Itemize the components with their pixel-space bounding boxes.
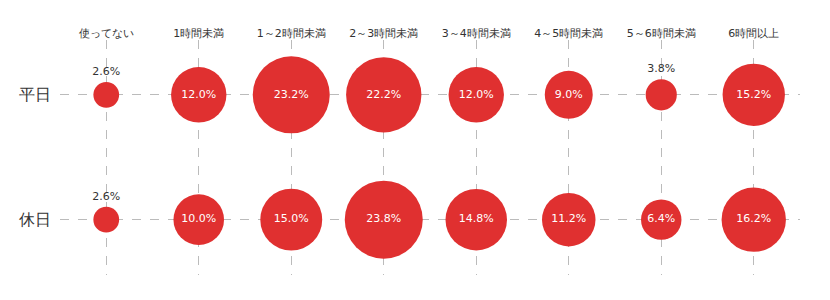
svg-text:6.4%: 6.4% — [647, 212, 675, 225]
svg-text:15.2%: 15.2% — [736, 88, 771, 101]
svg-text:11.2%: 11.2% — [551, 212, 586, 225]
svg-text:使ってない: 使ってない — [79, 27, 134, 40]
svg-text:10.0%: 10.0% — [181, 212, 216, 225]
svg-text:3～4時間未満: 3～4時間未満 — [442, 27, 511, 40]
svg-text:2.6%: 2.6% — [92, 65, 120, 78]
svg-text:14.8%: 14.8% — [459, 212, 494, 225]
svg-text:12.0%: 12.0% — [459, 88, 494, 101]
svg-text:1～2時間未満: 1～2時間未満 — [257, 27, 326, 40]
svg-text:16.2%: 16.2% — [736, 212, 771, 225]
svg-text:22.2%: 22.2% — [366, 88, 401, 101]
svg-text:23.8%: 23.8% — [366, 212, 401, 225]
svg-text:9.0%: 9.0% — [555, 88, 583, 101]
svg-text:休日: 休日 — [19, 210, 51, 229]
svg-text:2.6%: 2.6% — [92, 190, 120, 203]
svg-text:5～6時間未満: 5～6時間未満 — [627, 27, 696, 40]
svg-text:3.8%: 3.8% — [647, 62, 675, 75]
svg-text:2～3時間未満: 2～3時間未満 — [349, 27, 418, 40]
svg-text:6時間以上: 6時間以上 — [728, 27, 779, 40]
svg-text:1時間未満: 1時間未満 — [173, 27, 224, 40]
svg-text:4～5時間未満: 4～5時間未満 — [534, 27, 603, 40]
svg-text:平日: 平日 — [19, 85, 51, 104]
svg-text:23.2%: 23.2% — [274, 88, 309, 101]
svg-text:15.0%: 15.0% — [274, 212, 309, 225]
svg-text:12.0%: 12.0% — [181, 88, 216, 101]
